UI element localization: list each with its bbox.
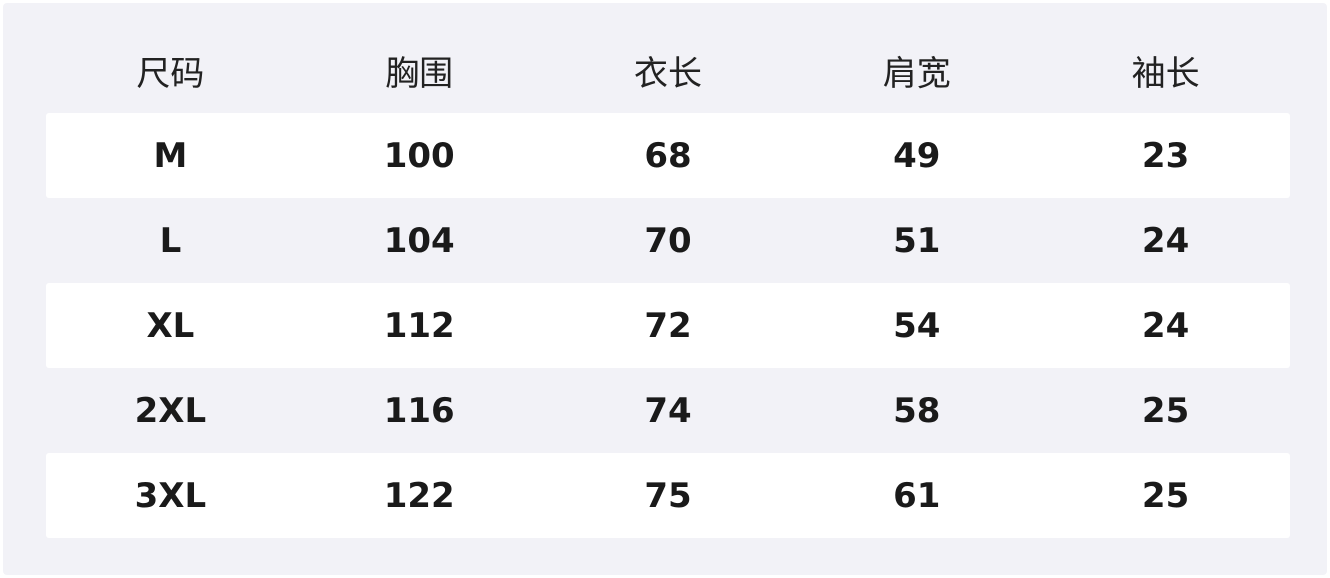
cell-chest: 116 [383, 390, 455, 431]
cell-size: L [159, 220, 182, 261]
header-shoulder: 肩宽 [882, 54, 951, 94]
table-row: 2XL 116 74 58 25 [46, 368, 1290, 453]
cell-size: 2XL [134, 390, 207, 431]
table-row: M 100 68 49 23 [46, 113, 1290, 198]
cell-size: XL [146, 305, 195, 346]
cell-sleeve: 24 [1141, 305, 1190, 346]
cell-length: 75 [644, 475, 692, 516]
cell-chest: 104 [383, 220, 455, 261]
cell-chest: 112 [383, 305, 455, 346]
cell-shoulder: 54 [893, 305, 941, 346]
size-table: 尺码 胸围 衣长 肩宽 袖长 M 100 68 49 23 L 104 70 51 24 XL 112… [46, 28, 1290, 538]
cell-shoulder: 51 [893, 220, 941, 261]
cell-length: 68 [644, 135, 692, 176]
cell-sleeve: 24 [1141, 220, 1190, 261]
cell-size: 3XL [134, 475, 207, 516]
table-row: L 104 70 51 24 [46, 198, 1290, 283]
cell-length: 72 [644, 305, 692, 346]
size-chart-panel: 尺码 胸围 衣长 肩宽 袖长 M 100 68 49 23 L 104 70 51 24 XL 112… [3, 3, 1327, 575]
table-header: 尺码 胸围 衣长 肩宽 袖长 [46, 28, 1290, 113]
header-size: 尺码 [136, 54, 205, 94]
header-length: 衣长 [633, 54, 702, 94]
cell-sleeve: 23 [1141, 135, 1190, 176]
cell-sleeve: 25 [1141, 390, 1190, 431]
table-row: 3XL 122 75 61 25 [46, 453, 1290, 538]
header-chest: 胸围 [385, 54, 454, 94]
cell-chest: 100 [383, 135, 455, 176]
cell-length: 74 [644, 390, 692, 431]
cell-size: M [153, 135, 188, 176]
header-sleeve: 袖长 [1131, 54, 1200, 94]
cell-shoulder: 49 [893, 135, 941, 176]
cell-chest: 122 [383, 475, 455, 516]
table-row: XL 112 72 54 24 [46, 283, 1290, 368]
cell-shoulder: 61 [893, 475, 941, 516]
cell-sleeve: 25 [1141, 475, 1190, 516]
cell-shoulder: 58 [893, 390, 941, 431]
cell-length: 70 [644, 220, 692, 261]
